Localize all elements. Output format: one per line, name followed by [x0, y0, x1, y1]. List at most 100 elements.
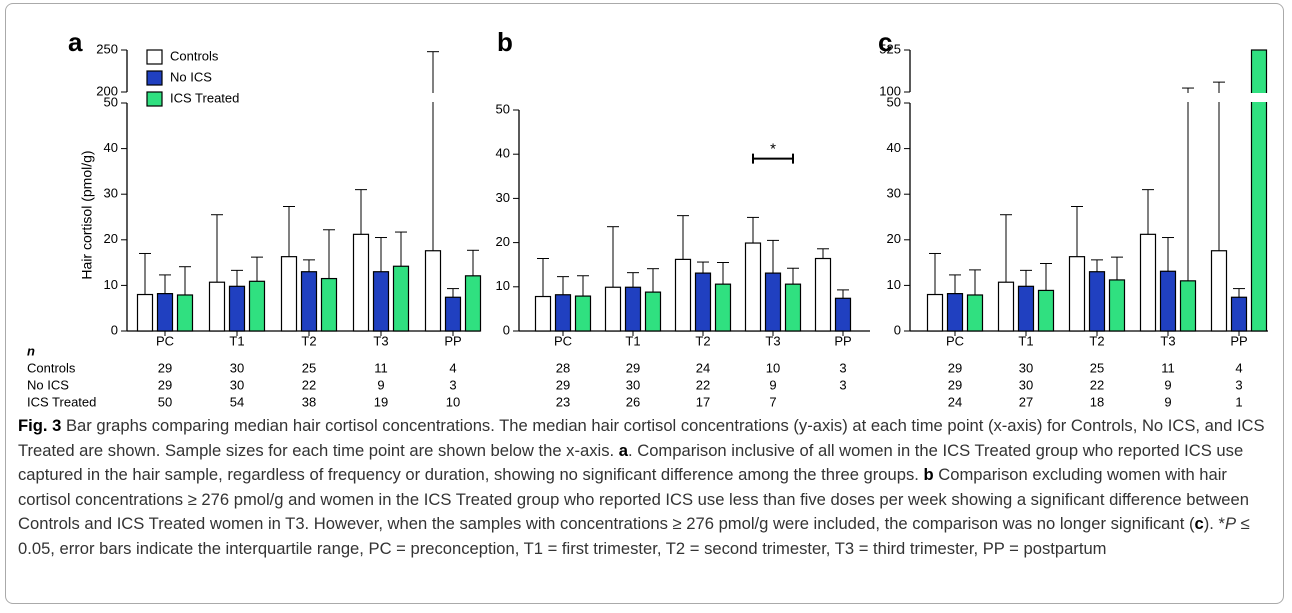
legend-swatch: [146, 91, 163, 107]
caption-italic: P: [1224, 514, 1237, 533]
bar: [534, 295, 552, 332]
sample-size: 22: [302, 377, 316, 392]
significance-label: *: [770, 141, 776, 158]
sample-size: 29: [626, 360, 640, 375]
y-tick-label: 10: [104, 277, 118, 292]
y-tick-label: 20: [887, 231, 901, 246]
sample-size: 30: [1019, 360, 1033, 375]
y-tick-label: 30: [887, 186, 901, 201]
y-tick-label: 250: [96, 41, 118, 56]
sample-size: 7: [769, 394, 776, 409]
y-tick-label: 20: [104, 231, 118, 246]
sample-size: 3: [839, 360, 846, 375]
sample-size: 22: [696, 377, 710, 392]
x-tick-label: PC: [554, 333, 572, 348]
bar: [208, 281, 226, 332]
sample-size: 29: [158, 360, 172, 375]
sample-size: 3: [1235, 377, 1242, 392]
x-tick-label: PP: [1230, 333, 1247, 348]
bar: [814, 257, 832, 332]
y-tick-label: 40: [496, 146, 510, 161]
bar: [744, 242, 762, 332]
bar: [464, 275, 482, 332]
x-tick-label: T1: [625, 333, 640, 348]
bar: [352, 233, 370, 332]
bar: [1037, 289, 1055, 332]
panel-letter: b: [497, 27, 513, 57]
caption-text: . Comparison inclusive of all women in t…: [18, 440, 1244, 485]
x-tick-label: T2: [695, 333, 710, 348]
sample-size: 30: [626, 377, 640, 392]
bar: [624, 286, 642, 332]
legend-swatch: [146, 70, 163, 86]
bar: [604, 286, 622, 332]
bar: [1017, 285, 1035, 332]
bar: [424, 250, 442, 332]
bar: [392, 265, 410, 332]
y-tick-label: 50: [887, 94, 901, 109]
sample-size: 18: [1090, 394, 1104, 409]
caption-text: Comparison excluding women with hair cor…: [18, 465, 1249, 533]
sample-size: 26: [626, 394, 640, 409]
sample-size: 22: [1090, 377, 1104, 392]
bar: [574, 295, 592, 332]
bar: [1250, 49, 1268, 332]
bar: [714, 283, 732, 332]
bar: [966, 294, 984, 332]
y-tick-label: 100: [879, 83, 901, 98]
sample-size: 29: [948, 377, 962, 392]
bar: [644, 291, 662, 332]
bar: [554, 294, 572, 332]
caption-text: ≤ 0.05, error bars indicate the interqua…: [18, 514, 1250, 558]
sample-size: 30: [230, 377, 244, 392]
sample-size: 25: [1090, 360, 1104, 375]
x-tick-label: PP: [444, 333, 461, 348]
bar: [784, 283, 802, 332]
bar: [176, 294, 194, 332]
bar: [1108, 279, 1126, 332]
bar: [248, 280, 266, 332]
bar: [228, 285, 246, 332]
sample-size: 24: [696, 360, 710, 375]
x-tick-label: T1: [229, 333, 244, 348]
bar: [1088, 271, 1106, 332]
bar: [444, 296, 462, 332]
bar: [1230, 296, 1248, 332]
figure-frame: [5, 3, 1284, 604]
panel-letter: a: [68, 27, 83, 57]
sample-size: 29: [158, 377, 172, 392]
y-tick-label: 10: [496, 278, 510, 293]
bar: [320, 277, 338, 332]
sample-size: 9: [769, 377, 776, 392]
sample-size: 29: [948, 360, 962, 375]
y-tick-label: 20: [496, 234, 510, 249]
legend-label: Controls: [170, 48, 219, 63]
caption-text: Bar graphs comparing median hair cortiso…: [18, 416, 1265, 460]
x-tick-label: PC: [156, 333, 174, 348]
bar: [834, 297, 852, 332]
y-tick-label: 30: [496, 190, 510, 205]
y-tick-label: 200: [96, 83, 118, 98]
axis-break: [124, 93, 480, 102]
panel-letter: c: [878, 27, 892, 57]
bar: [1210, 250, 1228, 332]
bar: [694, 272, 712, 332]
sample-size: 17: [696, 394, 710, 409]
x-tick-label: T3: [1160, 333, 1175, 348]
axis-break: [907, 93, 1268, 102]
bar: [1139, 233, 1157, 332]
bar: [1159, 270, 1177, 332]
sample-size: 50: [158, 394, 172, 409]
bar: [372, 271, 390, 332]
sample-size: 9: [1164, 394, 1171, 409]
sample-size: 11: [1161, 360, 1175, 375]
sample-size: 28: [556, 360, 570, 375]
bar: [156, 293, 174, 332]
bar: [946, 293, 964, 332]
bar: [280, 256, 298, 332]
legend-label: ICS Treated: [170, 90, 239, 105]
sample-size: 1: [1235, 394, 1242, 409]
sample-size: 25: [302, 360, 316, 375]
bar: [300, 271, 318, 332]
bar: [674, 258, 692, 332]
